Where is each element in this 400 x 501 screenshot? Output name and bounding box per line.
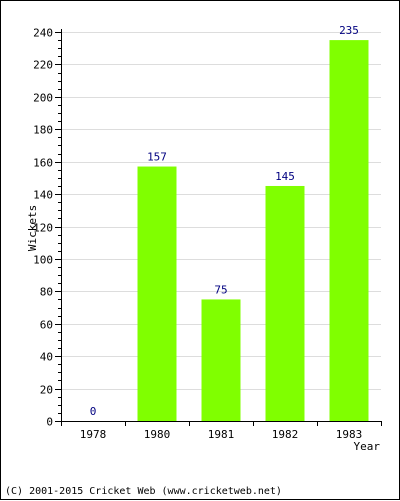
gridlines — [61, 32, 381, 390]
y-tick-label: 140 — [33, 189, 53, 202]
y-tick-label: 60 — [40, 319, 53, 332]
data-label-1980: 157 — [147, 151, 167, 164]
data-labels: 0 157 75 145 235 — [90, 24, 359, 418]
y-axis-title: Wickets — [26, 205, 39, 251]
x-ticks: 1978 1980 1981 1982 1983 — [61, 421, 382, 441]
bar-1980 — [137, 166, 177, 421]
data-label-1978: 0 — [90, 405, 97, 418]
y-tick-label: 0 — [46, 416, 53, 429]
x-tick-label: 1982 — [272, 428, 299, 441]
y-tick-label: 20 — [40, 384, 53, 397]
bar-1981 — [201, 299, 241, 421]
y-tick-label: 160 — [33, 157, 53, 170]
y-tick-label: 240 — [33, 27, 53, 40]
y-tick-label: 100 — [33, 254, 53, 267]
data-label-1981: 75 — [214, 283, 227, 296]
y-tick-label: 120 — [33, 222, 53, 235]
bar-1982 — [265, 185, 305, 421]
copyright-notice: (C) 2001-2015 Cricket Web (www.cricketwe… — [5, 486, 282, 497]
bar-1983 — [329, 40, 369, 422]
x-tick-label: 1978 — [80, 428, 107, 441]
x-tick-label: 1983 — [336, 428, 363, 441]
x-tick-label: 1981 — [208, 428, 235, 441]
x-tick-label: 1980 — [144, 428, 171, 441]
x-axis-title: Year — [354, 440, 381, 453]
data-label-1983: 235 — [339, 24, 359, 37]
y-tick-label: 80 — [40, 286, 53, 299]
y-ticks: 0 20 40 60 80 100 120 140 160 180 200 220 240 — [33, 27, 61, 429]
y-tick-label: 40 — [40, 351, 53, 364]
y-tick-label: 220 — [33, 59, 53, 72]
bars — [137, 40, 369, 422]
data-label-1982: 145 — [275, 170, 295, 183]
axes — [61, 29, 381, 422]
y-tick-label: 200 — [33, 92, 53, 105]
y-tick-label: 180 — [33, 124, 53, 137]
